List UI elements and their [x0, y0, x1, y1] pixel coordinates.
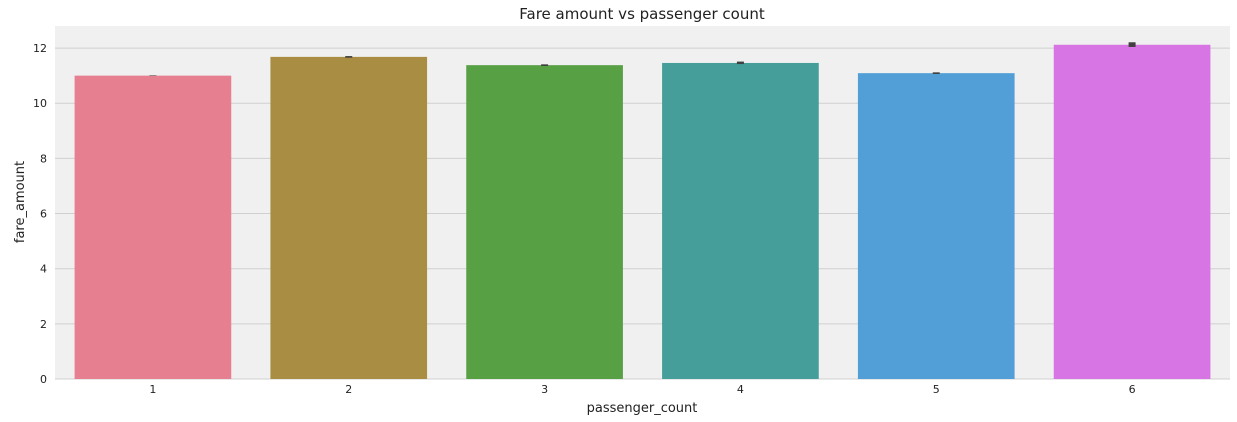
x-tick-label: 5 — [933, 383, 940, 396]
y-tick-label: 12 — [33, 42, 47, 55]
x-tick-label: 6 — [1129, 383, 1136, 396]
bar-6 — [1053, 44, 1211, 380]
x-axis-label: passenger_count — [587, 401, 698, 416]
y-tick-label: 8 — [40, 152, 47, 165]
y-tick-label: 2 — [40, 318, 47, 331]
chart-title: Fare amount vs passenger count — [519, 5, 765, 23]
bar-1 — [74, 75, 232, 379]
bar-5 — [857, 73, 1015, 379]
x-tick-label: 2 — [345, 383, 352, 396]
grid-lines — [55, 47, 1230, 380]
x-tick-label: 3 — [541, 383, 548, 396]
bar-4 — [662, 62, 819, 380]
y-tick-label: 0 — [40, 373, 47, 386]
bar-3 — [466, 65, 623, 379]
y-tick-label: 10 — [33, 97, 47, 110]
error-bars — [149, 42, 1136, 76]
bar-2 — [270, 56, 428, 379]
y-axis-label: fare_amount — [13, 161, 28, 243]
x-tick-label: 1 — [149, 383, 156, 396]
y-tick-label: 6 — [40, 208, 47, 221]
y-tick-label: 4 — [40, 263, 47, 276]
bars — [74, 44, 1211, 380]
x-tick-label: 4 — [737, 383, 744, 396]
plot-background — [55, 26, 1230, 379]
y-axis-ticks: 0 2 4 6 8 10 12 — [33, 42, 47, 386]
x-axis-ticks: 1 2 3 4 5 6 — [149, 383, 1135, 396]
